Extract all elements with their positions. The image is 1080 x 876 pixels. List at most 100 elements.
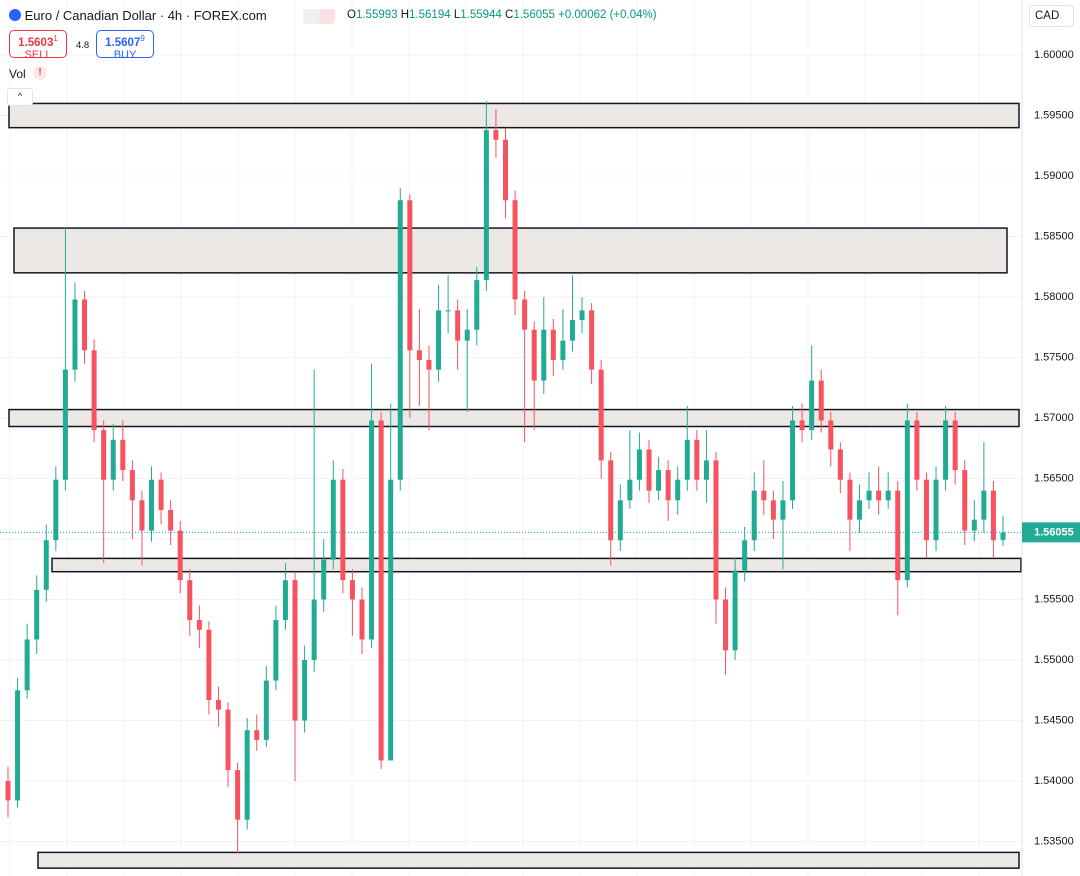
currency-button[interactable]: CAD [1029, 5, 1074, 27]
candle-body [742, 540, 748, 571]
candle-body [215, 699, 221, 710]
sell-button[interactable]: 1.56031 SELL [9, 30, 67, 61]
candle-body [330, 479, 336, 560]
y-tick-label: 1.59000 [1034, 170, 1074, 182]
y-tick-label: 1.55000 [1034, 654, 1074, 666]
y-tick-label: 1.54500 [1034, 714, 1074, 726]
candle-body [780, 500, 786, 520]
candle-body [608, 460, 614, 541]
candle-body [91, 350, 97, 431]
candle-body [589, 310, 595, 370]
candle-body [206, 629, 212, 700]
buy-button[interactable]: 1.56079 BUY [96, 30, 154, 61]
value: 1.55944 [460, 9, 502, 21]
candle-body [914, 420, 920, 480]
candle-body [254, 730, 260, 740]
candle-body [751, 490, 757, 541]
candle-body [110, 439, 116, 480]
candle-body [426, 359, 432, 370]
candle-body [646, 449, 652, 491]
label: C [505, 9, 514, 21]
candle-body [196, 620, 202, 630]
candle-body [512, 200, 518, 300]
candle-body [464, 329, 470, 341]
candle-body [407, 200, 413, 351]
candle-body [416, 350, 422, 360]
symbol-title[interactable]: Euro / Canadian Dollar · 4h · FOREX.com [24, 8, 267, 23]
candle-body [378, 420, 384, 761]
zone [13, 227, 1008, 274]
candle-body [15, 690, 21, 801]
price-axis-bg [1022, 0, 1080, 876]
candle-body [627, 479, 633, 501]
volume-label[interactable]: Vol [9, 67, 26, 81]
price: 1.5607 [105, 36, 141, 49]
label: O [347, 9, 356, 21]
y-tick-label: 1.55500 [1034, 593, 1074, 605]
candle-body [876, 490, 882, 501]
candle-body [828, 420, 834, 450]
value: 1.56055 [513, 9, 555, 21]
candle-body [187, 580, 193, 621]
y-tick-label: 1.59500 [1034, 109, 1074, 121]
candle-body [522, 299, 528, 330]
y-tick-label: 1.57000 [1034, 412, 1074, 424]
label: H [400, 9, 410, 21]
candle-body [675, 479, 681, 501]
candle-body [53, 479, 59, 541]
candle-body [24, 639, 30, 691]
y-tick-label: 1.54000 [1034, 775, 1074, 787]
value: 1.56194 [409, 9, 451, 21]
zone [37, 851, 1020, 869]
last-price-tag [1022, 522, 1080, 543]
candle-body [263, 680, 269, 740]
candle-body [598, 369, 604, 461]
candle-body [579, 310, 585, 321]
indicator-toggle[interactable] [303, 9, 335, 24]
candle-body [1000, 532, 1006, 540]
candle-body [684, 439, 690, 480]
candle-body [359, 599, 365, 640]
candle-body [483, 130, 489, 281]
candle-body [636, 449, 642, 480]
candle-body [560, 340, 566, 360]
collapse-button[interactable]: ^ [7, 88, 33, 106]
candle-body [904, 420, 910, 581]
candle-body [5, 781, 11, 801]
candle-body [866, 490, 872, 501]
candle-body [311, 599, 317, 661]
price: 1.5603 [18, 36, 54, 49]
candle-body [550, 329, 556, 360]
candle-body [244, 730, 250, 820]
candle-body [818, 380, 824, 421]
candle-body [885, 490, 891, 501]
candle-body [340, 479, 346, 581]
candle-body [971, 519, 977, 531]
candle-body [923, 479, 929, 541]
candle-body [962, 470, 968, 531]
candle-body [895, 490, 901, 581]
label: BUY [113, 48, 137, 61]
candle-body [225, 709, 231, 771]
label: SELL [24, 48, 52, 61]
candle-body [282, 580, 288, 621]
zone [8, 102, 1020, 129]
candle-body [694, 439, 700, 480]
candle-body [474, 280, 480, 330]
candle-body [665, 470, 671, 501]
candle-body [990, 490, 996, 541]
candle-body [158, 479, 164, 510]
symbol-header: Euro / Canadian Dollar · 4h · FOREX.com [9, 8, 267, 23]
y-tick-label: 1.58000 [1034, 291, 1074, 303]
warning-icon[interactable]: ! [33, 66, 47, 80]
candle-body [62, 369, 68, 480]
candle-body [436, 310, 442, 370]
candle-body [531, 329, 537, 381]
candle-body [799, 420, 805, 431]
y-tick-label: 1.53500 [1034, 835, 1074, 847]
candle-body [703, 460, 709, 480]
candle-body [770, 500, 776, 520]
candle-body [809, 380, 815, 431]
